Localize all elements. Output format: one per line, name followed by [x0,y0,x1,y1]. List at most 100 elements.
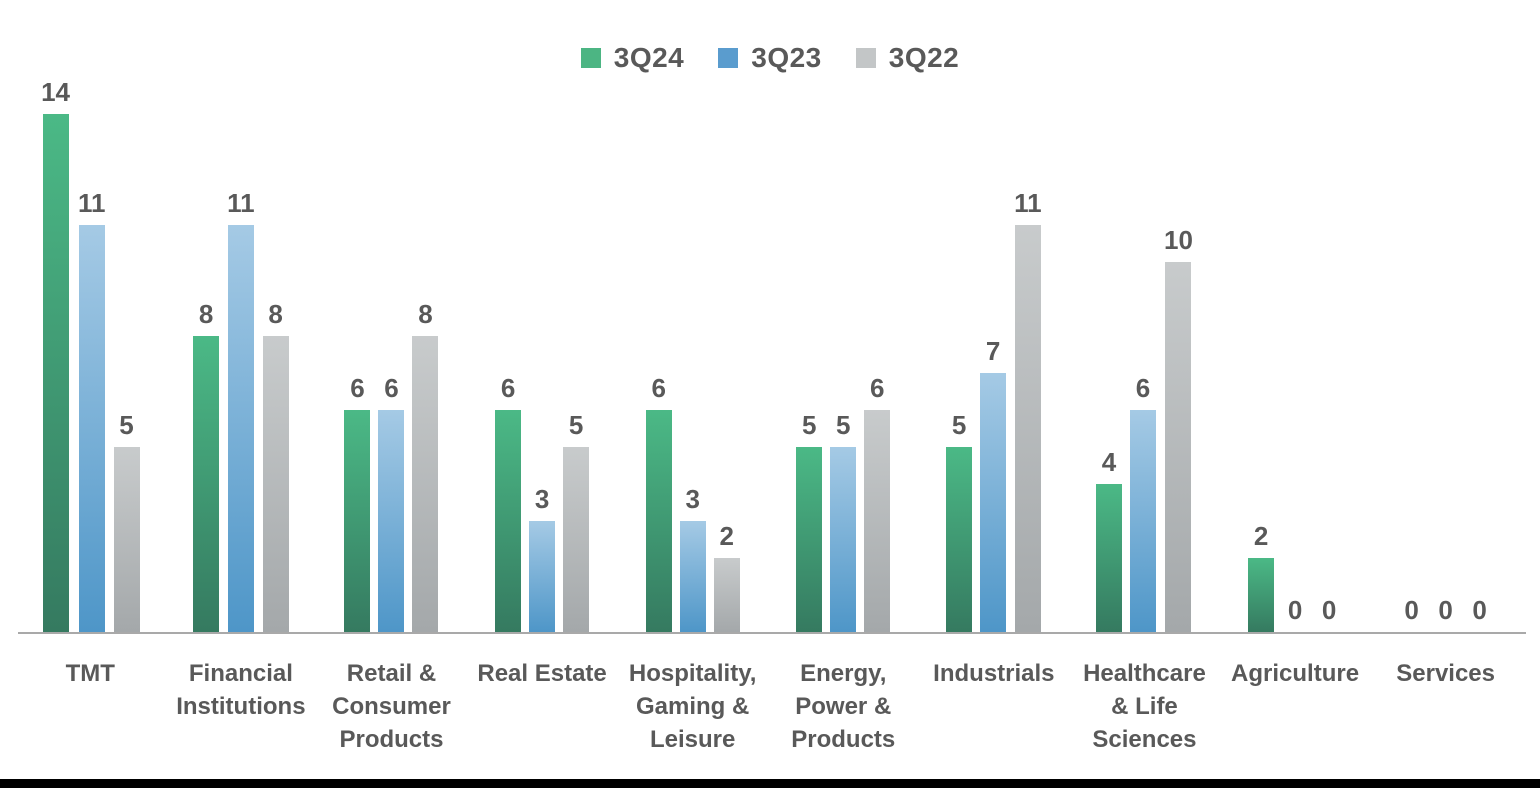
bar [113,447,140,632]
bar [1014,225,1041,632]
bar [1248,558,1275,632]
legend-item: 3Q24 [580,42,685,74]
bar [1129,410,1156,632]
bar-value-label: 11 [78,188,106,218]
bar [344,410,371,632]
bar [42,114,69,632]
bar-value-label: 6 [500,373,516,403]
bar-value-label: 4 [1101,447,1117,477]
bar [830,447,857,632]
bar-value-label: 5 [119,410,134,440]
bar-column: 5 [113,410,140,632]
bar-value-label: 6 [384,373,399,403]
bar-value-label: 7 [985,336,1001,366]
bar-column: 6 [344,373,371,632]
bar-column: 11 [78,189,106,632]
x-axis-line [18,632,1526,634]
chart-legend: 3Q24 3Q23 3Q22 [0,40,1540,76]
bar [946,447,973,632]
bar-value-label: 0 [1404,595,1419,625]
bar-cluster: 14 11 5 [15,0,166,632]
bar-column: 14 [41,78,70,632]
category-label: Retail & Consumer Products [332,660,451,753]
bar-column: 5 [796,410,823,632]
bar-column: 6 [864,373,891,632]
bar-column: 5 [563,410,590,632]
category-label: Energy, Power & Products [791,660,896,753]
legend-swatch-icon [718,48,739,68]
bar-value-label: 10 [1163,225,1193,255]
bar-value-label: 5 [802,410,817,440]
bar-cluster: 5 7 11 [919,0,1070,632]
bar-column: 0 [1282,596,1308,632]
bar-group: 6 3 5 Real Estate [467,0,618,756]
bar-column: 11 [1014,189,1042,632]
bar-column: 0 [1399,596,1425,632]
bar-group: 8 11 8 Financial Institutions [166,0,317,756]
bar-value-label: 6 [350,373,365,403]
bar [227,225,254,632]
category-label: Agriculture [1231,660,1360,687]
bar [412,336,439,632]
legend-label: 3Q24 [613,42,685,73]
bar-column: 5 [830,411,857,632]
bar-group: 2 0 0 Agriculture [1220,0,1371,756]
legend-label: 3Q23 [751,42,822,73]
bar-group: 4 6 10 Healthcare & Life Sciences [1069,0,1220,756]
category-label: Financial Institutions [176,660,306,720]
bar-group: 5 7 11 Industrials [919,0,1070,756]
category-label: Real Estate [477,660,607,687]
bar-value-label: 8 [198,299,214,329]
bar-value-label: 3 [534,484,550,514]
legend-swatch-icon [580,48,601,68]
bar-value-label: 6 [870,373,885,403]
bar-value-label: 0 [1287,595,1303,625]
bar-value-label: 3 [685,484,700,514]
bar-value-label: 5 [568,410,584,440]
bar-group: 0 0 0 Services [1370,0,1521,756]
category-label: TMT [65,660,115,687]
bar-value-label: 2 [719,521,734,551]
bar-value-label: 6 [1135,373,1151,403]
bar-value-label: 14 [41,77,70,107]
bar [78,225,105,632]
bar-chart: 14 11 5 TMT 8 11 8 Financial Institutions 6 6 8 Ret… [15,0,1526,788]
bar-group: 6 3 2 Hospitality, Gaming & Leisure [617,0,768,756]
bar-group: 5 5 6 Energy, Power & Products [768,0,919,756]
bar-groups: 14 11 5 TMT 8 11 8 Financial Institutions 6 6 8 Ret… [15,0,1521,756]
bar [193,336,220,632]
bar [864,410,891,632]
bar [1095,484,1122,632]
category-label: Services [1396,660,1496,687]
bar-column: 6 [1129,373,1156,632]
bar [980,373,1007,632]
bar-column: 0 [1433,596,1459,632]
bar-column: 3 [529,484,556,632]
bar-column: 8 [193,299,220,632]
bar-column: 3 [679,484,706,632]
bar-column: 4 [1095,447,1122,632]
bar-column: 2 [713,521,740,632]
bar-value-label: 0 [1472,595,1487,625]
bar-column: 0 [1467,596,1493,632]
bar-group: 6 6 8 Retail & Consumer Products [316,0,467,756]
bar-value-label: 11 [1014,188,1042,218]
category-label: Hospitality, Gaming & Leisure [628,660,757,753]
bar-column: 11 [227,189,255,632]
bar-column: 8 [412,300,439,632]
bar [262,336,289,632]
bar [378,410,405,632]
bar [796,447,823,632]
legend-label: 3Q22 [888,42,960,73]
bar [529,521,556,632]
bar-column: 8 [262,299,289,632]
bar-column: 2 [1248,522,1275,632]
bar-value-label: 8 [268,299,283,329]
bar-group: 14 11 5 TMT [15,0,166,756]
